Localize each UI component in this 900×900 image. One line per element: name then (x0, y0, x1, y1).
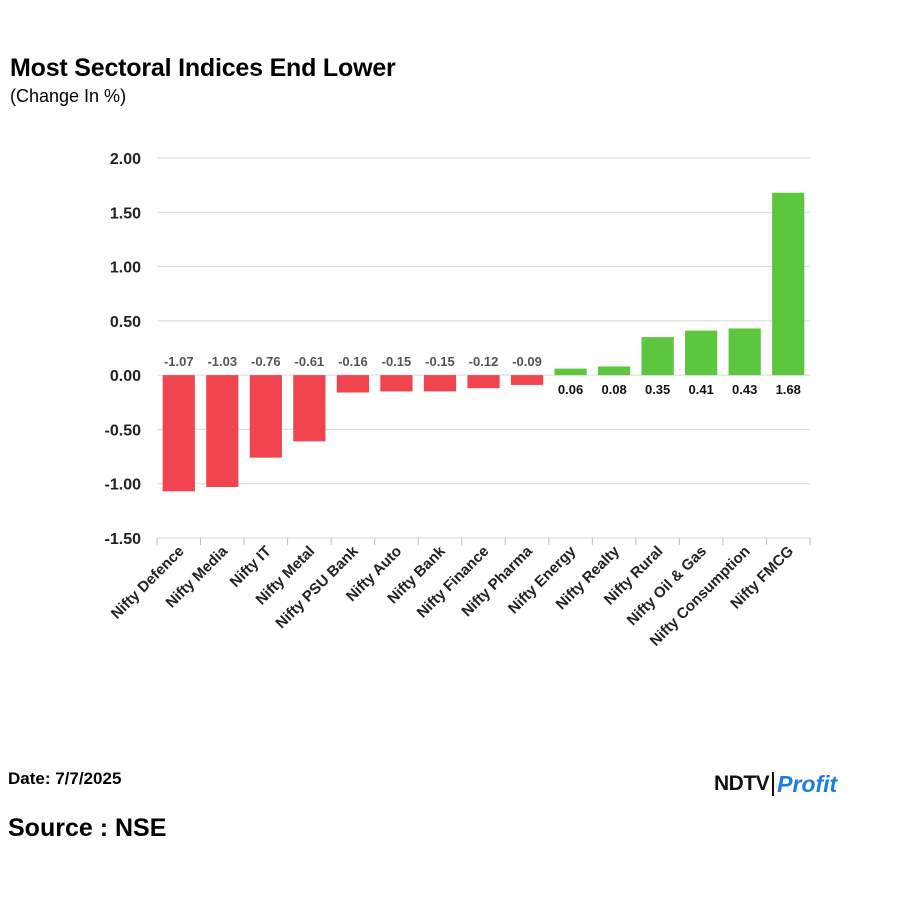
data-label: -0.76 (251, 354, 281, 369)
data-label: -0.16 (338, 354, 368, 369)
source-label: Source : NSE (8, 814, 167, 842)
data-label: 0.35 (645, 382, 670, 397)
bar (641, 337, 674, 376)
data-label: 0.43 (732, 382, 757, 397)
bar (510, 375, 544, 385)
logo-divider (772, 772, 775, 796)
date-label: Date: 7/7/2025 (8, 769, 122, 788)
y-tick-label: 1.00 (110, 260, 141, 277)
bar (772, 192, 805, 376)
y-tick-label: -1.00 (105, 477, 142, 494)
data-label: -0.09 (512, 354, 542, 369)
data-label: 0.08 (601, 382, 626, 397)
data-label: 0.41 (689, 382, 714, 397)
bar (162, 375, 195, 492)
data-label: 1.68 (776, 382, 801, 397)
y-tick-label: 1.50 (110, 205, 141, 222)
bar (206, 375, 239, 487)
y-tick-label: 2.00 (110, 151, 141, 168)
bar (554, 368, 587, 376)
data-label: -0.15 (425, 354, 455, 369)
y-tick-label: -0.50 (105, 422, 142, 439)
data-label: -1.07 (164, 354, 194, 369)
logo-profit-text: Profit (777, 770, 838, 797)
chart-subtitle: (Change In %) (10, 86, 127, 106)
bar (249, 375, 282, 458)
bar (728, 328, 761, 376)
data-label: -1.03 (207, 354, 237, 369)
data-label: -0.15 (382, 354, 412, 369)
y-tick-label: 0.00 (110, 368, 141, 385)
bar (293, 375, 326, 442)
data-label: -0.12 (469, 354, 499, 369)
y-tick-label: -1.50 (105, 531, 142, 548)
data-label: -0.61 (295, 354, 325, 369)
y-tick-label: 0.50 (110, 314, 141, 331)
data-label: 0.06 (558, 382, 583, 397)
x-tick-label: Nifty Defence (108, 543, 188, 623)
bar (423, 375, 457, 392)
bar (467, 375, 500, 389)
bar (597, 366, 631, 376)
bar (336, 375, 370, 393)
bar (380, 375, 413, 392)
logo-ndtv-text: NDTV (714, 772, 770, 795)
chart-title: Most Sectoral Indices End Lower (10, 54, 396, 82)
ndtv-profit-logo: NDTV Profit (714, 768, 837, 800)
bar (685, 330, 718, 376)
